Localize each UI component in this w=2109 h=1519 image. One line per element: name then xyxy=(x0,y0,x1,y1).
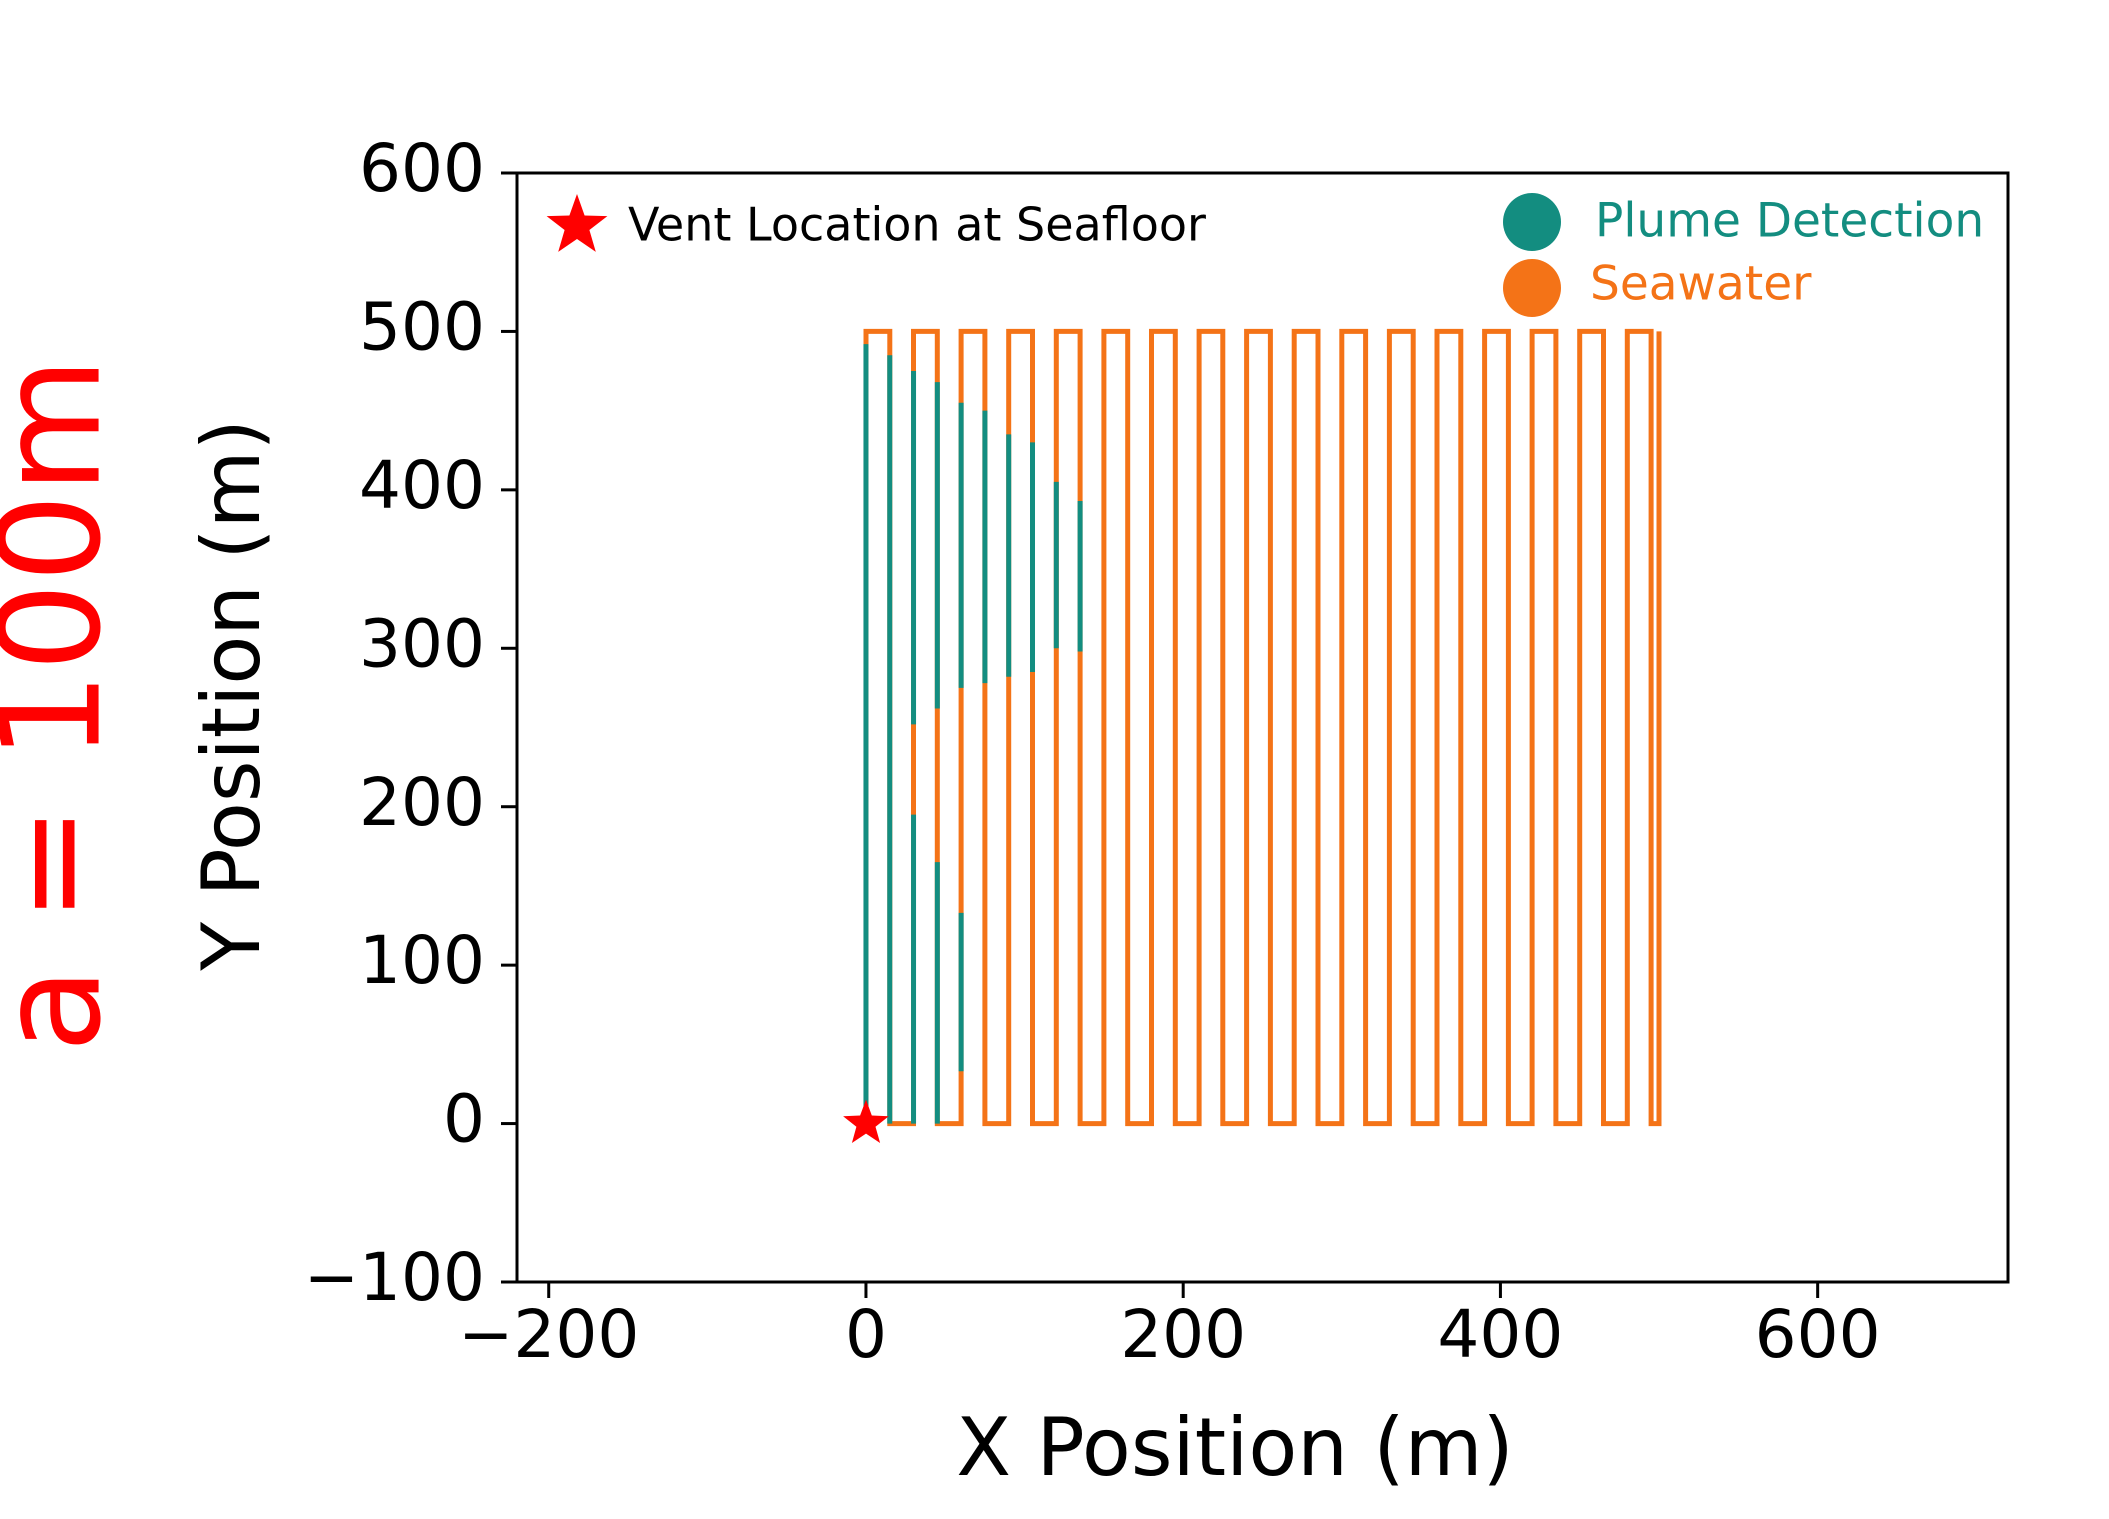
vent-marker-star xyxy=(843,1099,889,1143)
x-tick-layer: −200 0 200 400 600 xyxy=(458,1282,1881,1373)
vent-layer xyxy=(843,1099,889,1143)
y-axis-label: Y Position (m) xyxy=(185,419,278,972)
legend-vent-label: Vent Location at Seafloor xyxy=(628,198,1206,252)
y-tick-label: 200 xyxy=(359,764,485,841)
legend-vent: Vent Location at Seafloor xyxy=(546,194,1206,252)
x-axis-label: X Position (m) xyxy=(956,1401,1514,1494)
legend-series: Plume Detection Seawater xyxy=(1503,193,1984,317)
legend-seawater-marker xyxy=(1503,259,1561,317)
y-tick-layer: −100 0 100 200 300 400 500 600 xyxy=(304,130,517,1316)
y-tick-label: 100 xyxy=(359,922,485,999)
y-tick-label: 600 xyxy=(359,130,485,207)
y-tick-label: 300 xyxy=(359,605,485,682)
y-tick-label: 0 xyxy=(443,1081,485,1158)
y-tick-label: 400 xyxy=(359,447,485,524)
plume-detection-layer xyxy=(863,344,1083,1124)
x-tick-label: 200 xyxy=(1120,1296,1246,1373)
side-label: a = 100m xyxy=(0,357,133,1053)
legend-seawater-label: Seawater xyxy=(1590,257,1812,312)
y-tick-label: −100 xyxy=(304,1239,485,1316)
x-tick-label: 600 xyxy=(1755,1296,1881,1373)
y-tick-label: 500 xyxy=(359,288,485,365)
x-tick-label: −200 xyxy=(458,1296,639,1373)
survey-track-layer xyxy=(863,328,1662,1127)
legend-vent-star-icon xyxy=(546,194,608,252)
seawater-track-line xyxy=(863,328,1662,1127)
legend-plume-label: Plume Detection xyxy=(1595,194,1984,249)
x-tick-label: 400 xyxy=(1437,1296,1563,1373)
legend-plume-marker xyxy=(1503,193,1561,251)
plot-frame xyxy=(515,171,2010,1284)
x-tick-label: 0 xyxy=(845,1296,887,1373)
